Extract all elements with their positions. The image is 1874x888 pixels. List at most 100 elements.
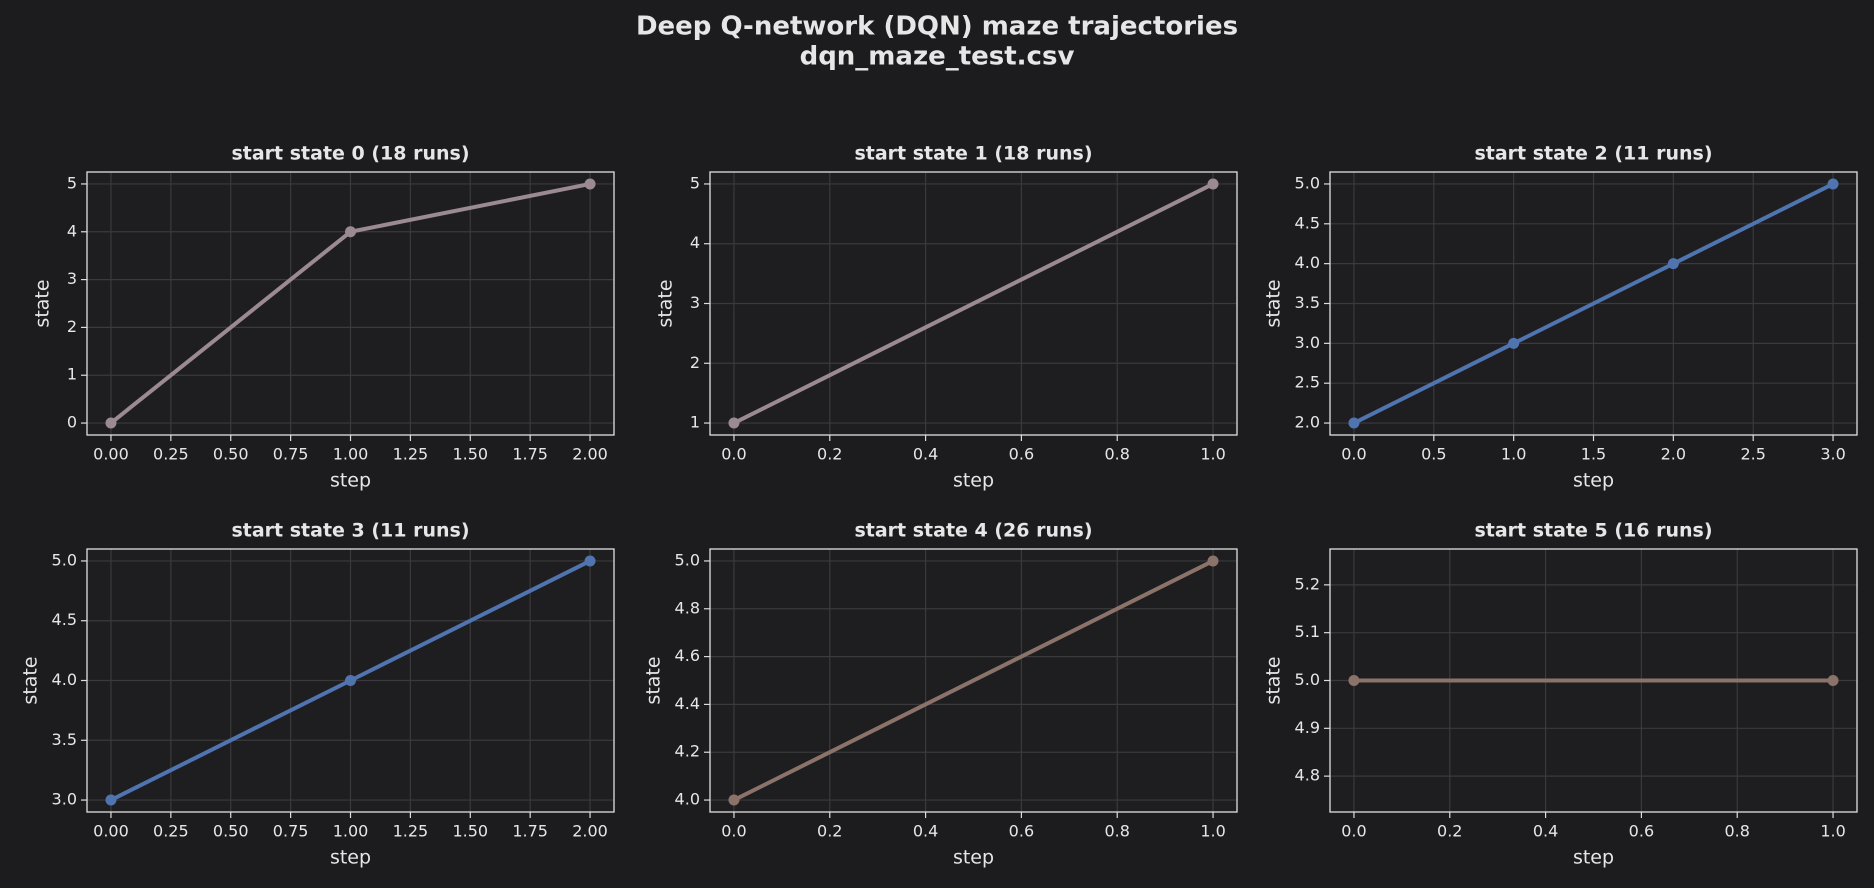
data-point: [1348, 675, 1360, 686]
panel-title: start state 0 (18 runs): [231, 143, 469, 165]
x-axis-label: step: [1573, 847, 1614, 869]
y-tick-label: 4.5: [1295, 213, 1320, 232]
x-tick-label: 2.5: [1740, 445, 1765, 464]
y-tick-label: 3.5: [52, 730, 77, 749]
y-tick-label: 3: [67, 269, 77, 288]
x-tick-label: 1.25: [393, 822, 429, 841]
y-tick-label: 4.5: [52, 610, 77, 629]
y-tick-label: 5.0: [1295, 670, 1320, 689]
x-tick-label: 2.00: [572, 822, 608, 841]
data-point: [728, 794, 740, 806]
y-tick-label: 2: [690, 353, 700, 372]
data-point: [584, 555, 596, 567]
y-tick-label: 2.0: [1295, 413, 1320, 432]
x-tick-label: 1.75: [512, 822, 548, 841]
y-tick-label: 3: [690, 293, 700, 312]
panel-title: start state 4 (26 runs): [854, 520, 1092, 542]
y-tick-label: 3.0: [52, 790, 77, 809]
y-tick-label: 4.4: [675, 694, 700, 713]
data-point: [345, 226, 356, 238]
x-axis-label: step: [1573, 470, 1614, 492]
data-point: [728, 417, 740, 429]
y-tick-label: 4.8: [675, 598, 700, 617]
axes-frame: [86, 171, 615, 436]
y-tick-label: 5.0: [675, 550, 700, 569]
x-tick-label: 0.5: [1421, 445, 1446, 464]
data-point: [1827, 178, 1839, 190]
y-tick-label: 4: [67, 221, 77, 240]
x-tick-label: 1.25: [393, 445, 429, 464]
x-tick-label: 0.50: [213, 822, 249, 841]
y-axis-label: state: [32, 279, 54, 327]
x-tick-label: 0.75: [273, 822, 309, 841]
x-tick-label: 3.0: [1820, 445, 1845, 464]
x-tick-label: 0.0: [1341, 822, 1366, 841]
y-axis-label: state: [643, 656, 665, 704]
x-tick-label: 0.4: [913, 445, 938, 464]
data-point: [1207, 178, 1219, 190]
y-tick-label: 0: [67, 413, 77, 432]
x-axis-label: step: [953, 847, 994, 869]
figure-subtitle: dqn_maze_test.csv: [800, 42, 1075, 72]
data-line: [1353, 182, 1834, 425]
y-tick-label: 4.9: [1295, 718, 1320, 737]
y-tick-label: 5: [67, 173, 77, 192]
axes-frame: [86, 548, 615, 813]
x-tick-label: 0.6: [1009, 822, 1034, 841]
x-tick-label: 0.0: [721, 822, 746, 841]
y-axis-label: state: [655, 279, 677, 327]
y-tick-label: 2: [67, 317, 77, 336]
x-tick-label: 2.00: [572, 445, 608, 464]
x-tick-label: 0.4: [913, 822, 938, 841]
x-tick-label: 1.00: [333, 822, 369, 841]
x-tick-label: 1.5: [1581, 445, 1606, 464]
data-point: [345, 675, 356, 686]
x-tick-label: 2.0: [1661, 445, 1686, 464]
figure-title: Deep Q-network (DQN) maze trajectories: [636, 12, 1238, 42]
y-tick-label: 2.5: [1295, 373, 1320, 392]
x-tick-label: 0.8: [1105, 822, 1130, 841]
x-tick-label: 0.00: [93, 445, 129, 464]
y-axis-label: state: [1263, 279, 1285, 327]
y-tick-label: 5.2: [1295, 574, 1320, 593]
data-point: [584, 178, 596, 190]
data-point: [1827, 675, 1839, 686]
y-axis-label: state: [20, 656, 42, 704]
x-tick-label: 1.50: [452, 822, 488, 841]
y-axis-label: state: [1263, 656, 1285, 704]
axes-frame: [709, 171, 1238, 436]
x-tick-label: 1.50: [452, 445, 488, 464]
x-tick-label: 0.00: [93, 822, 129, 841]
data-point: [1667, 258, 1679, 270]
x-tick-label: 0.2: [817, 445, 842, 464]
x-tick-label: 1.0: [1820, 822, 1845, 841]
data-point: [1508, 337, 1520, 349]
axes-frame: [1329, 548, 1858, 813]
x-axis-label: step: [330, 847, 371, 869]
y-tick-label: 4.0: [675, 790, 700, 809]
x-tick-label: 0.8: [1725, 822, 1750, 841]
data-line: [733, 182, 1214, 425]
x-tick-label: 0.8: [1105, 445, 1130, 464]
axes-frame: [1329, 171, 1858, 436]
x-tick-label: 0.0: [1341, 445, 1366, 464]
x-tick-label: 1.75: [512, 445, 548, 464]
x-tick-label: 0.75: [273, 445, 309, 464]
x-tick-label: 1.0: [1200, 822, 1225, 841]
panel-title: start state 3 (11 runs): [231, 520, 469, 542]
y-tick-label: 4.0: [52, 670, 77, 689]
x-tick-label: 0.25: [153, 822, 189, 841]
data-line: [733, 559, 1214, 802]
axes-frame: [709, 548, 1238, 813]
x-tick-label: 0.0: [721, 445, 746, 464]
y-tick-label: 5: [690, 173, 700, 192]
data-point: [105, 794, 117, 806]
y-tick-label: 4.0: [1295, 253, 1320, 272]
panel-title: start state 2 (11 runs): [1474, 143, 1712, 165]
y-tick-label: 1: [67, 365, 77, 384]
y-tick-label: 4.2: [675, 742, 700, 761]
x-tick-label: 1.00: [333, 445, 369, 464]
panel-title: start state 1 (18 runs): [854, 143, 1092, 165]
data-point: [1348, 417, 1360, 429]
